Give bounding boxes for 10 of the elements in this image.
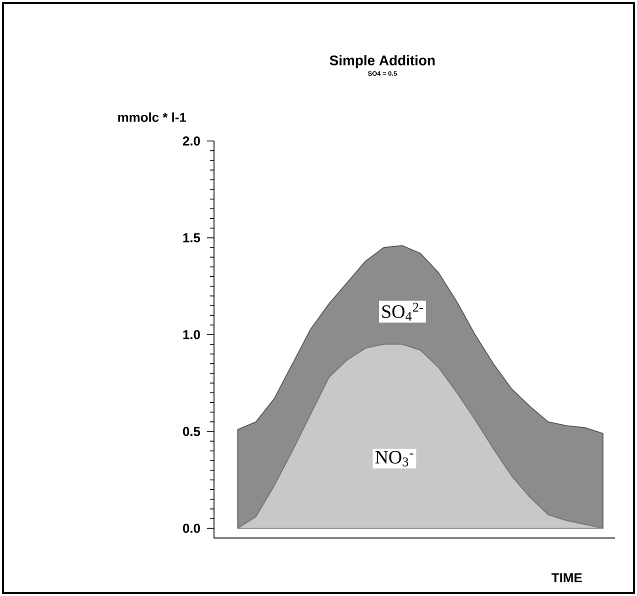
chart-title: Simple Addition bbox=[330, 55, 435, 68]
y-tick-label: 1.0 bbox=[183, 330, 200, 340]
y-tick-label: 0.0 bbox=[182, 524, 200, 533]
y-tick-label: 0.5 bbox=[182, 426, 200, 436]
y-tick-label: 1.5 bbox=[183, 233, 200, 242]
annotation: NO$_{3}$- bbox=[375, 450, 414, 466]
y-tick-label: 2.0 bbox=[182, 136, 200, 146]
annotation: SO$_{4}$2- bbox=[382, 302, 423, 321]
x-axis-title: TIME bbox=[552, 573, 582, 582]
y-axis-title: mmolc * l-1 bbox=[118, 112, 186, 122]
